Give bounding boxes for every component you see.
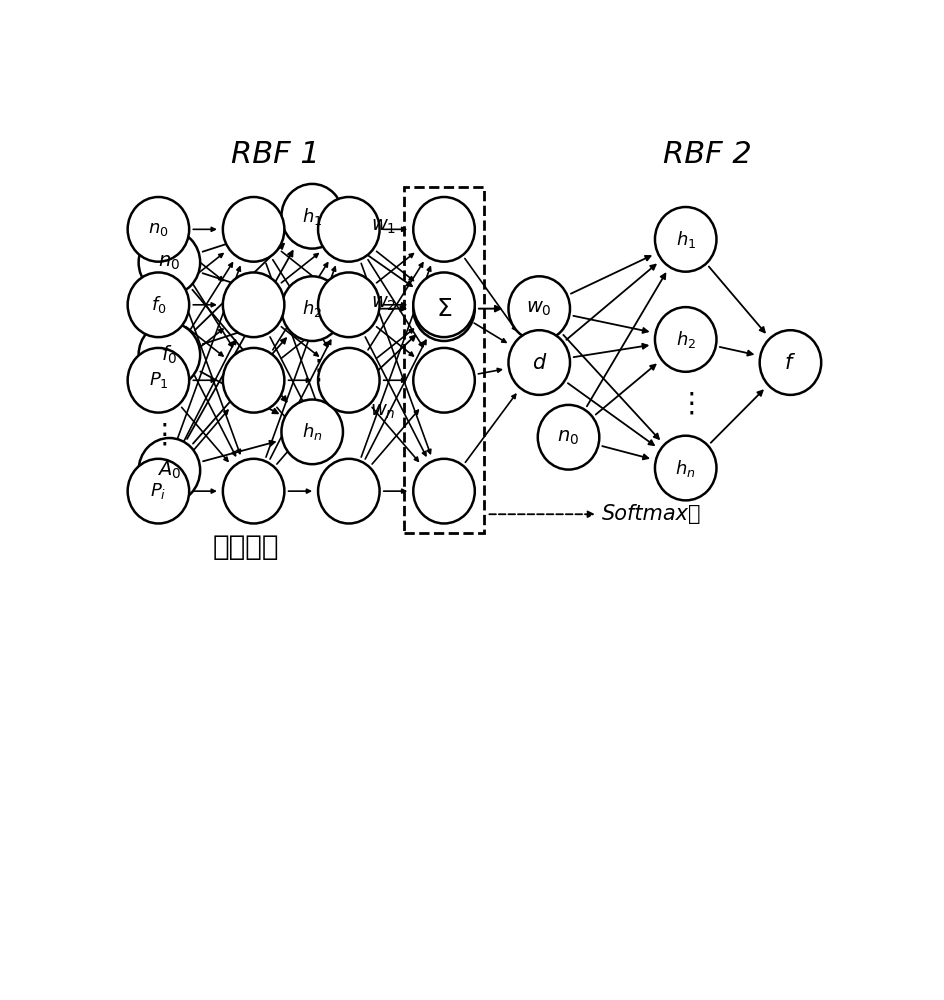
Circle shape — [318, 348, 379, 413]
Text: $h_{1}$: $h_{1}$ — [302, 206, 322, 227]
Text: $n_{0}$: $n_{0}$ — [557, 428, 579, 447]
Text: $A_{0}$: $A_{0}$ — [157, 460, 181, 481]
Circle shape — [413, 348, 474, 413]
Text: $w_{1}$: $w_{1}$ — [370, 217, 396, 236]
Text: RBF 1: RBF 1 — [231, 140, 320, 169]
Text: $h_{2}$: $h_{2}$ — [675, 329, 695, 350]
Circle shape — [318, 459, 379, 523]
Circle shape — [281, 184, 343, 249]
Circle shape — [654, 436, 716, 500]
Circle shape — [413, 459, 474, 523]
Circle shape — [654, 307, 716, 372]
Text: $P_{1}$: $P_{1}$ — [148, 370, 168, 390]
Text: $d$: $d$ — [531, 353, 547, 373]
Text: $h_{1}$: $h_{1}$ — [675, 229, 695, 250]
Circle shape — [139, 323, 200, 387]
Circle shape — [127, 197, 189, 262]
Circle shape — [223, 197, 284, 262]
Circle shape — [139, 230, 200, 295]
Circle shape — [223, 348, 284, 413]
Circle shape — [127, 459, 189, 523]
Text: $w_{2}$: $w_{2}$ — [370, 294, 396, 313]
Circle shape — [413, 276, 474, 341]
Text: $n_{0}$: $n_{0}$ — [148, 220, 169, 238]
Circle shape — [537, 405, 598, 470]
Circle shape — [413, 197, 474, 262]
Text: $w_{n}$: $w_{n}$ — [370, 402, 396, 421]
Circle shape — [223, 459, 284, 523]
Text: $\vdots$: $\vdots$ — [303, 356, 321, 384]
Circle shape — [127, 348, 189, 413]
Text: $h_{2}$: $h_{2}$ — [302, 298, 322, 319]
Circle shape — [223, 272, 284, 337]
Text: $\Sigma$: $\Sigma$ — [435, 297, 451, 321]
Text: $f_{0}$: $f_{0}$ — [150, 294, 166, 315]
Circle shape — [654, 207, 716, 272]
Circle shape — [318, 272, 379, 337]
Text: $f$: $f$ — [784, 353, 796, 373]
Bar — [404, 187, 483, 533]
Text: Softmax层: Softmax层 — [600, 504, 700, 524]
Text: $f_{0}$: $f_{0}$ — [160, 344, 177, 366]
Text: $h_{n}$: $h_{n}$ — [675, 458, 695, 479]
Circle shape — [413, 272, 474, 337]
Text: RBF 2: RBF 2 — [663, 140, 751, 169]
Circle shape — [508, 276, 569, 341]
Circle shape — [127, 272, 189, 337]
Text: $h_{n}$: $h_{n}$ — [302, 421, 322, 442]
Circle shape — [281, 276, 343, 341]
Text: $w_{0}$: $w_{0}$ — [526, 299, 551, 318]
Circle shape — [318, 197, 379, 262]
Text: 自编码器: 自编码器 — [212, 533, 279, 561]
Circle shape — [508, 330, 569, 395]
Circle shape — [281, 400, 343, 464]
Text: $\vdots$: $\vdots$ — [676, 389, 694, 417]
Text: $P_{i}$: $P_{i}$ — [150, 481, 166, 501]
Text: $n_{0}$: $n_{0}$ — [159, 253, 180, 272]
Circle shape — [139, 438, 200, 503]
Text: $\vdots$: $\vdots$ — [149, 420, 167, 448]
Circle shape — [759, 330, 820, 395]
